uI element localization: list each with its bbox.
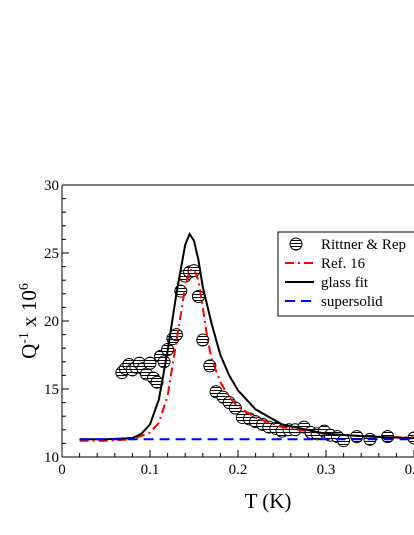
y-axis-label: Q-1 x 106 (17, 283, 41, 359)
legend: Rittner & Rep Ref. 16 glass fit supersolid (277, 231, 414, 317)
data-point (191, 290, 205, 304)
y-tick-label: 15 (44, 382, 59, 398)
series-line-ref-16 (79, 268, 414, 442)
data-point (169, 328, 183, 342)
y-tick-label: 25 (44, 246, 59, 262)
x-tick-label: 0.3 (317, 462, 336, 478)
legend-label: glass fit (321, 275, 369, 291)
y-tick-label: 10 (44, 450, 59, 466)
data-point (337, 434, 351, 448)
data-point (150, 375, 164, 389)
legend-label: Rittner & Rep (321, 237, 406, 253)
y-tick-label: 30 (44, 178, 59, 194)
data-point (203, 359, 217, 373)
legend-label: Ref. 16 (321, 256, 366, 272)
data-point (196, 333, 210, 347)
data-point (143, 356, 157, 370)
legend-marker (289, 237, 303, 251)
data-point (228, 401, 242, 415)
legend-label: supersolid (321, 294, 383, 310)
x-tick-label: 0.4 (405, 462, 414, 478)
x-tick-label: 0.2 (229, 462, 248, 478)
x-tick-label: 0 (58, 462, 66, 478)
axis-ticks: 0 0.1 0.2 0.3 0.4 10 15 20 25 30 (44, 178, 414, 478)
series-line-glass-fit (79, 231, 414, 441)
x-tick-label: 0.1 (141, 462, 160, 478)
x-axis-label: T (K) (245, 489, 292, 513)
data-point (187, 264, 201, 278)
y-tick-label: 20 (44, 314, 59, 330)
series-layer (79, 231, 414, 448)
